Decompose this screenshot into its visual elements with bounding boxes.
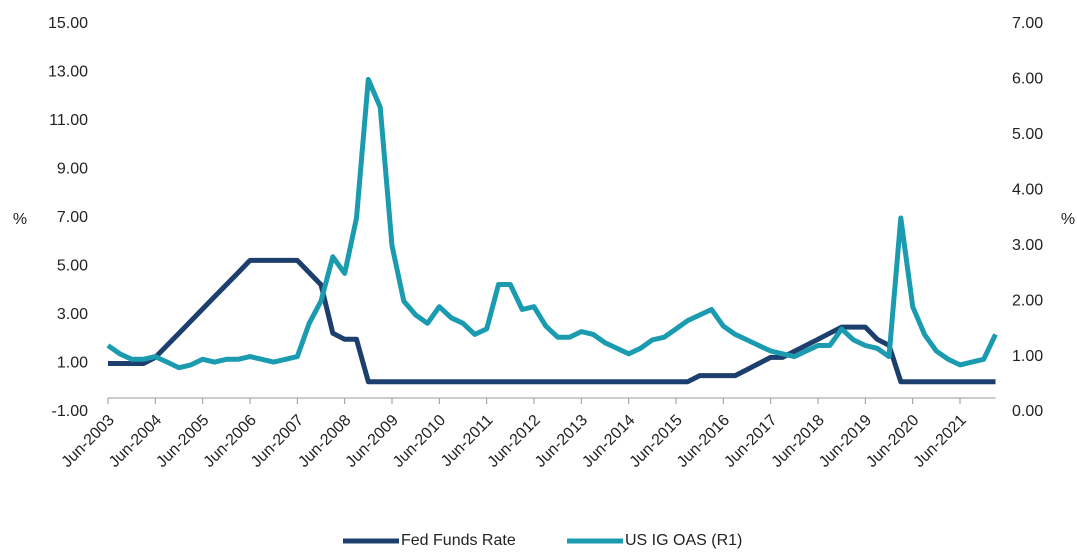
y2-axis-label: % <box>1061 211 1075 228</box>
y-tick-label: 7.00 <box>57 209 88 226</box>
y2-tick-label: 3.00 <box>1012 237 1043 254</box>
y-tick-label: 15.00 <box>48 15 88 32</box>
y-tick-label: 11.00 <box>49 112 88 129</box>
y2-tick-label: 4.00 <box>1012 182 1043 199</box>
y-tick-label: 3.00 <box>57 306 88 323</box>
y2-tick-label: 0.00 <box>1012 403 1043 420</box>
y-axis-label: % <box>13 211 27 228</box>
y2-tick-label: 1.00 <box>1012 348 1043 365</box>
y2-tick-label: 5.00 <box>1012 126 1043 143</box>
y2-tick-label: 7.00 <box>1012 15 1043 32</box>
x-tick-label: Jun-2010 <box>390 412 449 471</box>
y-tick-label: 13.00 <box>48 64 88 81</box>
y-tick-label: -1.00 <box>52 403 89 420</box>
y-tick-label: 5.00 <box>57 258 88 275</box>
series-line <box>108 257 996 385</box>
legend-label: US IG OAS (R1) <box>625 532 742 549</box>
y-tick-label: 1.00 <box>57 355 88 372</box>
series-line <box>106 76 998 371</box>
y2-tick-label: 6.00 <box>1012 71 1043 88</box>
y-tick-label: 9.00 <box>57 161 88 178</box>
y2-tick-label: 2.00 <box>1012 292 1043 309</box>
legend-label: Fed Funds Rate <box>401 532 516 549</box>
x-tick-label: Jun-2021 <box>911 412 970 471</box>
